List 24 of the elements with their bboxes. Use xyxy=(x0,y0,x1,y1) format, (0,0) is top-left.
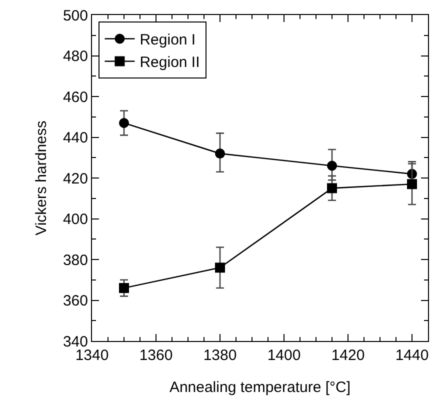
y-tick-label: 440 xyxy=(62,130,88,146)
legend-label: Region II xyxy=(140,54,200,72)
legend-label: Region I xyxy=(140,32,196,49)
point xyxy=(407,179,417,190)
x-tick-label: 1360 xyxy=(139,347,173,364)
point xyxy=(215,262,225,273)
x-tick-label: 1440 xyxy=(395,347,429,364)
y-tick-label: 400 xyxy=(62,211,88,228)
point xyxy=(215,148,225,159)
y-tick-label: 460 xyxy=(62,88,88,106)
y-axis-title: Vickers hardness xyxy=(33,120,50,236)
x-tick-label: 1400 xyxy=(267,347,301,364)
point xyxy=(327,160,337,171)
y-tick-label: 420 xyxy=(62,170,88,188)
point xyxy=(327,183,337,194)
point xyxy=(119,118,129,128)
x-axis-title: Annealing temperature [°C] xyxy=(169,379,351,396)
point xyxy=(119,283,129,294)
y-tick-label: 360 xyxy=(62,292,88,310)
x-tick-label: 1420 xyxy=(331,347,365,364)
y-tick-label: 380 xyxy=(62,252,88,269)
y-tick-label: 500 xyxy=(62,7,88,24)
x-tick-label: 1380 xyxy=(203,347,237,364)
y-tick-label: 480 xyxy=(62,48,88,65)
